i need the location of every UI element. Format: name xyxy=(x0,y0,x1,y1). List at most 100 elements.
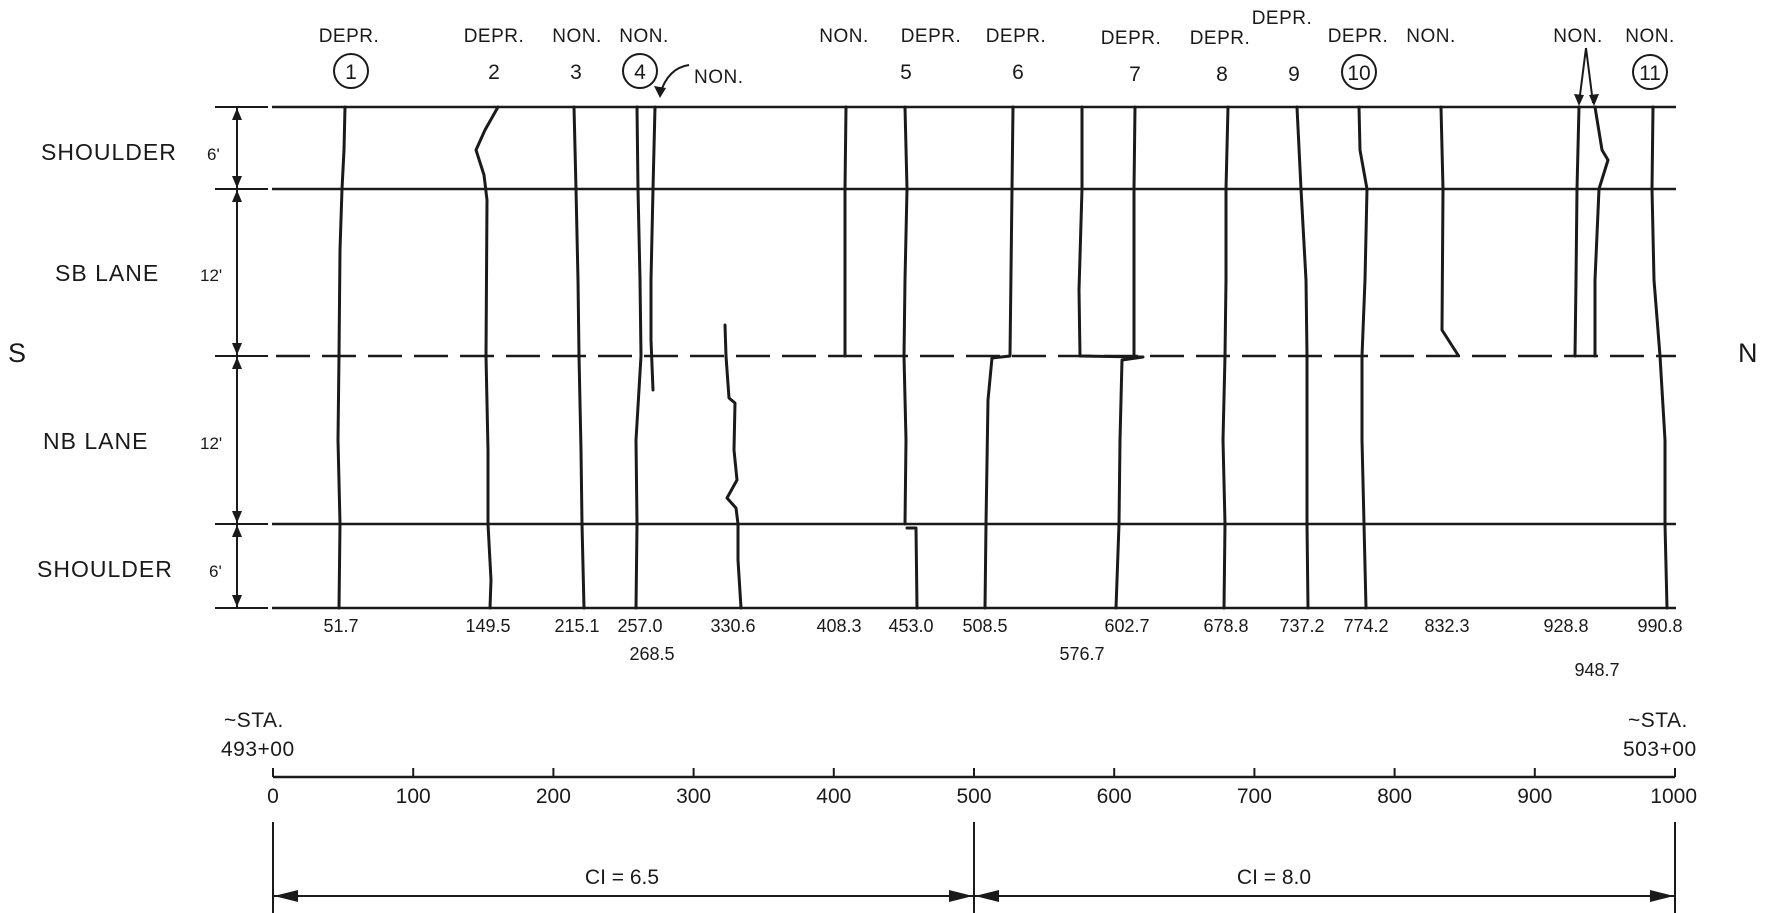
direction-south-label: S xyxy=(8,338,26,368)
station-257-0: 257.0 xyxy=(617,616,662,636)
station-149-5: 149.5 xyxy=(465,616,510,636)
direction-north-label: N xyxy=(1738,338,1758,368)
station-51-7: 51.7 xyxy=(323,616,358,636)
station-576-7: 576.7 xyxy=(1059,644,1104,664)
crack-330-6 xyxy=(723,323,743,610)
crack-number-circle-4 xyxy=(622,53,658,89)
row-width-shoulder-bottom: 6' xyxy=(209,562,222,581)
crack-number-1: 1 xyxy=(345,61,357,84)
width-dimension-arrows xyxy=(215,106,268,609)
crack-type-label-2: DEPR. xyxy=(464,26,525,47)
leader-non-948-7 xyxy=(1585,47,1594,104)
station-end-label-line2: 503+00 xyxy=(1623,738,1697,761)
crack-832-3 xyxy=(1439,105,1460,357)
crack-215-1 xyxy=(572,105,586,610)
crack-number-3: 3 xyxy=(570,61,582,84)
station-330-6: 330.6 xyxy=(710,616,755,636)
station-602-7: 602.7 xyxy=(1104,616,1149,636)
crack-type-label-10: DEPR. xyxy=(1328,26,1389,47)
crack-type-label-non-408-3: NON. xyxy=(819,26,869,47)
row-width-nb-lane: 12' xyxy=(200,434,222,453)
crack-type-label-1: DEPR. xyxy=(319,26,380,47)
crack-257-0 xyxy=(634,105,643,610)
crack-51-7 xyxy=(336,105,347,610)
crack-type-label-non-832-3: NON. xyxy=(1406,26,1456,47)
scale-tick-label-800: 800 xyxy=(1377,785,1412,808)
row-label-nb-lane: NB LANE xyxy=(43,428,148,454)
crack-408-3 xyxy=(843,105,848,358)
station-values: 51.7 149.5 215.1 257.0 268.5 330.6 408.3… xyxy=(323,616,1682,680)
station-start-label-line2: 493+00 xyxy=(221,738,295,761)
crack-number-6: 6 xyxy=(1012,61,1024,84)
crack-type-label-6: DEPR. xyxy=(986,26,1047,47)
crack-type-label-8: DEPR. xyxy=(1190,28,1251,49)
station-268-5: 268.5 xyxy=(629,644,674,664)
crack-number-4: 4 xyxy=(634,61,646,84)
scale-tick-label-200: 200 xyxy=(536,785,571,808)
scale-tick-label-600: 600 xyxy=(1097,785,1132,808)
station-928-8: 928.8 xyxy=(1543,616,1588,636)
crack-number-circle-11 xyxy=(1632,54,1668,90)
crack-labels: DEPR. 1 DEPR. 2 NON. 3 NON. 4 NON. NON. … xyxy=(319,8,1675,90)
scale-ticks: 0 100 200 300 400 500 600 700 800 900 1000 xyxy=(267,768,1697,808)
crack-number-10: 10 xyxy=(1347,62,1370,85)
leader-non-928-8 xyxy=(1578,47,1587,104)
scale-tick-label-300: 300 xyxy=(676,785,711,808)
station-948-7: 948.7 xyxy=(1574,660,1619,680)
crack-149-5 xyxy=(474,105,500,610)
row-width-sb-lane: 12' xyxy=(200,266,222,285)
scale-tick-label-100: 100 xyxy=(396,785,431,808)
station-start-label-line1: ~STA. xyxy=(224,709,284,732)
crack-602-7 xyxy=(1132,105,1137,358)
row-label-shoulder-bottom: SHOULDER xyxy=(37,556,173,582)
station-408-3: 408.3 xyxy=(816,616,861,636)
station-737-2: 737.2 xyxy=(1279,616,1324,636)
crack-number-5: 5 xyxy=(900,61,912,84)
crack-type-label-9: DEPR. xyxy=(1252,8,1313,29)
crack-990-8 xyxy=(1650,105,1669,610)
crack-948-7 xyxy=(1593,105,1610,358)
scale-tick-label-1000: 1000 xyxy=(1650,785,1697,808)
crack-number-circle-10 xyxy=(1341,54,1377,90)
label-leaders xyxy=(654,47,1599,106)
ci-label-right: CI = 8.0 xyxy=(1237,866,1311,889)
row-width-shoulder-top: 6' xyxy=(207,145,220,164)
crack-number-11: 11 xyxy=(1639,62,1661,85)
station-832-3: 832.3 xyxy=(1424,616,1469,636)
crack-268-5 xyxy=(649,105,657,392)
crack-type-label-3: NON. xyxy=(552,26,602,47)
crack-774-2 xyxy=(1357,105,1369,610)
crack-number-circle-1 xyxy=(333,53,369,89)
crack-type-label-7: DEPR. xyxy=(1101,28,1162,49)
scale-tick-label-900: 900 xyxy=(1517,785,1552,808)
crack-508-5 xyxy=(983,105,1015,610)
station-774-2: 774.2 xyxy=(1343,616,1388,636)
station-215-1: 215.1 xyxy=(554,616,599,636)
crack-number-2: 2 xyxy=(488,61,500,84)
scale-tick-label-0: 0 xyxy=(267,785,279,808)
station-678-8: 678.8 xyxy=(1203,616,1248,636)
crack-453-0 xyxy=(902,105,919,610)
transverse-cracks xyxy=(336,105,1669,610)
crack-type-label-5: DEPR. xyxy=(901,26,962,47)
pavement-lines xyxy=(272,105,1676,610)
crack-737-2 xyxy=(1295,105,1310,610)
ci-dimension xyxy=(272,822,1676,913)
row-label-shoulder-top: SHOULDER xyxy=(41,139,177,165)
scale-tick-label-700: 700 xyxy=(1237,785,1272,808)
crack-type-label-11: NON. xyxy=(1625,26,1675,47)
crack-576-7 xyxy=(1077,105,1145,610)
ci-label-left: CI = 6.5 xyxy=(585,866,659,889)
crack-number-7: 7 xyxy=(1129,63,1141,86)
crack-928-8 xyxy=(1573,105,1581,358)
scale-tick-label-500: 500 xyxy=(956,785,991,808)
crack-type-label-non-928-8: NON. xyxy=(1553,26,1603,47)
crack-number-9: 9 xyxy=(1288,63,1300,86)
station-453-0: 453.0 xyxy=(888,616,933,636)
crack-678-8 xyxy=(1221,105,1230,610)
lane-labels: SHOULDER 6' SB LANE 12' NB LANE 12' SHOU… xyxy=(37,139,222,582)
station-508-5: 508.5 xyxy=(962,616,1007,636)
crack-type-label-4: NON. xyxy=(619,26,669,47)
row-label-sb-lane: SB LANE xyxy=(55,260,159,286)
